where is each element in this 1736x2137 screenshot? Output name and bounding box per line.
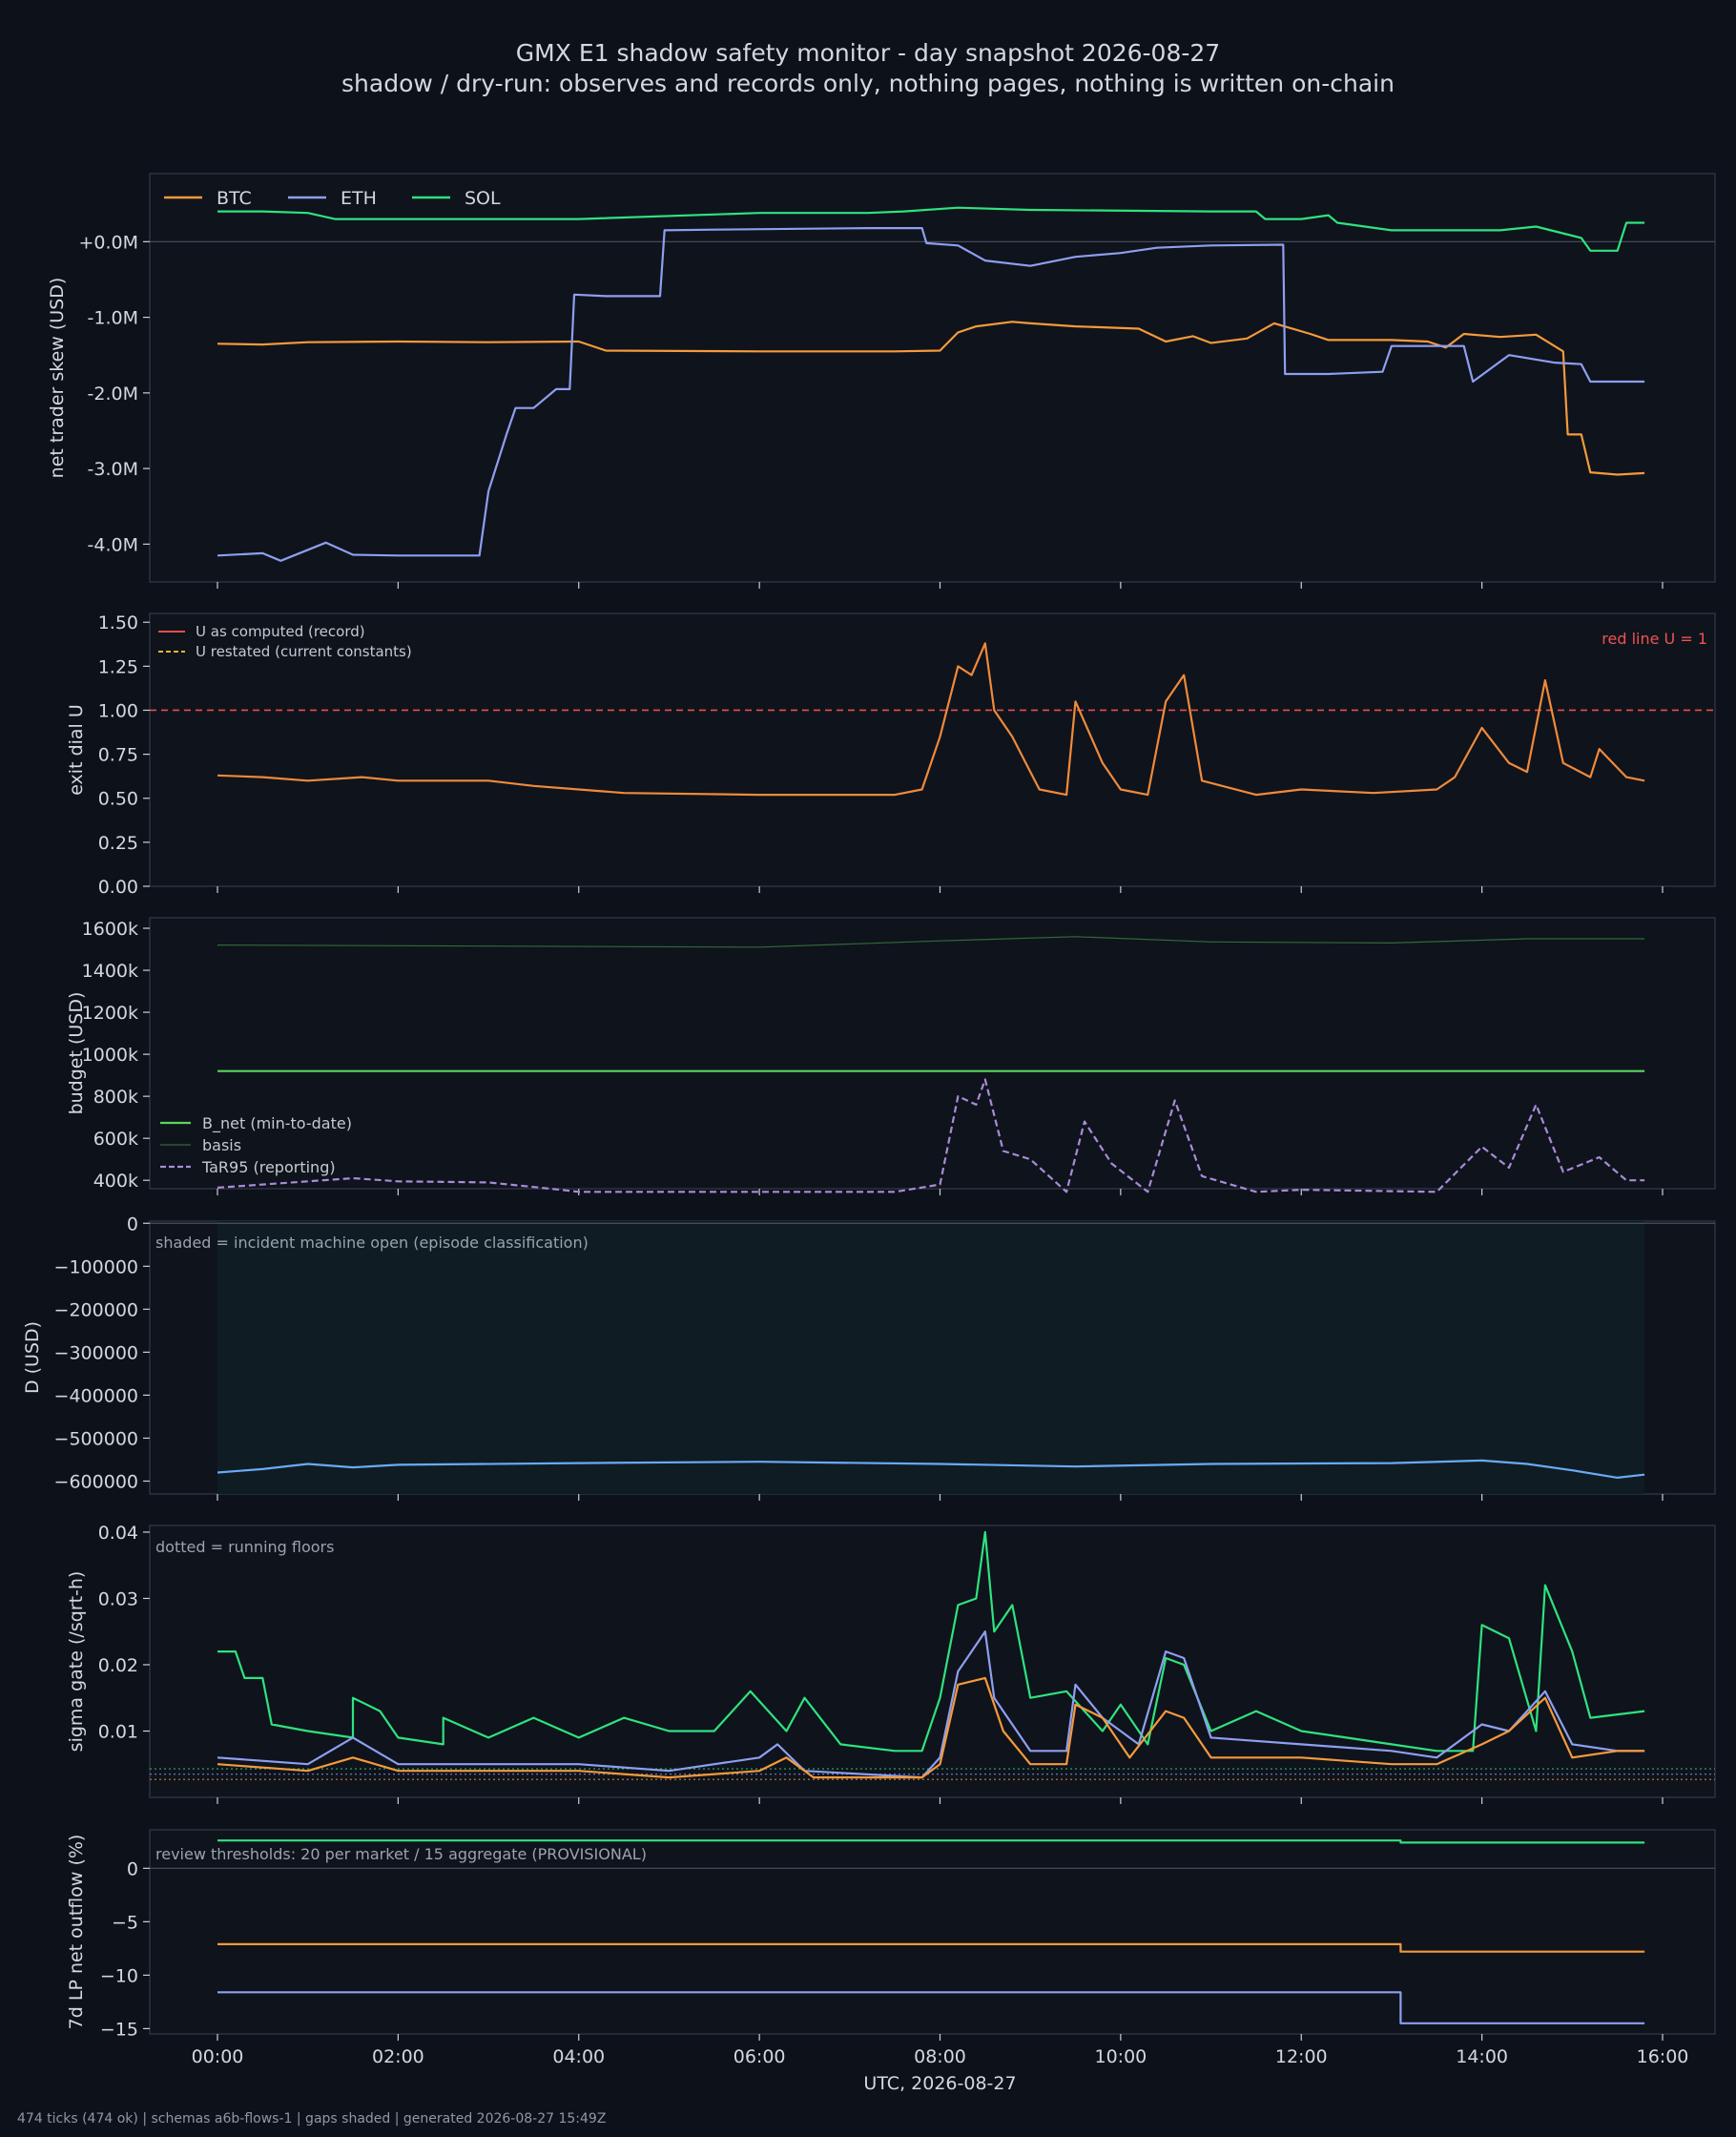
y-axis-label: exit dial U — [66, 704, 87, 796]
status-footer: 474 ticks (474 ok) | schemas a6b-flows-1… — [17, 2111, 607, 2127]
x-tick-label: 16:00 — [1637, 2046, 1689, 2067]
y-axis-label: 7d LP net outflow (%) — [66, 1835, 87, 2030]
y-tick-label: 1.25 — [98, 656, 138, 677]
x-tick-label: 08:00 — [914, 2046, 966, 2067]
panel-frame — [149, 612, 1716, 887]
y-tick-label: 0.04 — [98, 1523, 138, 1544]
panel-note: shaded = incident machine open (episode … — [155, 1234, 589, 1252]
panel-note: review thresholds: 20 per market / 15 ag… — [155, 1845, 647, 1863]
y-tick-label: -3.0M — [88, 459, 138, 480]
x-tick-label: 14:00 — [1456, 2046, 1508, 2067]
panel-sigma_gate: 0.01 0.02 0.03 0.04 sigma gate (/sqrt-h) dott… — [66, 1523, 1716, 1804]
x-tick-label: 10:00 — [1094, 2046, 1147, 2067]
y-tick-label: −400000 — [54, 1385, 138, 1406]
panel-d_usd: 0 −100000 −200000 −300000 −400000 −500000 −600… — [22, 1214, 1716, 1501]
panel-budget: 400k 600k 800k 1000k 1200k 1400k 1600k budget (… — [66, 917, 1716, 1195]
series-line-sol — [217, 1530, 1645, 1753]
panel-frame — [149, 173, 1716, 583]
panel-frame — [149, 1525, 1716, 1798]
x-axis-label: UTC, 2026-08-27 — [863, 2073, 1016, 2094]
chart-subtitle: shadow / dry-run: observes and records o… — [341, 70, 1395, 97]
y-tick-label: −15 — [100, 2019, 138, 2040]
x-tick-label: 06:00 — [734, 2046, 786, 2067]
y-axis-label: D (USD) — [22, 1321, 43, 1394]
series-line-sol — [217, 1839, 1645, 1844]
y-tick-label: -2.0M — [88, 384, 138, 405]
y-axis-label: budget (USD) — [66, 992, 87, 1115]
y-tick-label: 600k — [93, 1129, 138, 1150]
series-line-btc — [217, 1942, 1645, 1953]
y-tick-label: 800k — [93, 1087, 138, 1108]
y-tick-label: 0 — [127, 1214, 138, 1234]
y-tick-label: 0.75 — [98, 745, 138, 766]
y-tick-label: 1000k — [82, 1045, 138, 1066]
panel-skew: +0.0M -1.0M -2.0M -3.0M -4.0M net trader skew… — [47, 173, 1716, 589]
panel-frame — [149, 917, 1716, 1190]
series-line-btc — [217, 321, 1645, 476]
y-tick-label: 0.50 — [98, 789, 138, 810]
legend-label: U restated (current constants) — [196, 643, 412, 660]
legend-label: basis — [202, 1136, 241, 1154]
series-line-eth — [217, 1991, 1645, 2024]
y-tick-label: 0.02 — [98, 1655, 138, 1676]
y-tick-label: -1.0M — [88, 308, 138, 329]
legend-label: ETH — [341, 188, 377, 209]
x-tick-label: 12:00 — [1275, 2046, 1328, 2067]
series-line-eth — [217, 227, 1645, 562]
y-tick-label: +0.0M — [78, 232, 138, 253]
panel-frame — [149, 1829, 1716, 2035]
y-tick-label: −100000 — [54, 1256, 138, 1277]
panel-note: dotted = running floors — [155, 1538, 334, 1556]
y-tick-label: 400k — [93, 1171, 138, 1192]
incident-shade — [217, 1221, 1645, 1494]
series-line-u-as-computed-record- — [217, 642, 1645, 797]
series-line-d — [217, 1459, 1645, 1479]
y-tick-label: 0.00 — [98, 877, 138, 898]
y-tick-label: 0.25 — [98, 833, 138, 854]
y-tick-label: −500000 — [54, 1428, 138, 1449]
panel-lp_outflow: 0 −5 −10 −15 7d LP net outflow (%) review thr… — [66, 1829, 1716, 2094]
y-tick-label: −600000 — [54, 1471, 138, 1492]
series-line-basis — [217, 936, 1645, 948]
series-line-btc — [217, 1676, 1645, 1779]
legend-label: BTC — [217, 188, 252, 209]
series-line-eth — [217, 1630, 1645, 1779]
red-line-label: red line U = 1 — [1602, 630, 1707, 648]
y-tick-label: 0.03 — [98, 1588, 138, 1609]
y-tick-label: −5 — [112, 1912, 138, 1933]
y-tick-label: 1.00 — [98, 700, 138, 721]
legend-label: B_net (min-to-date) — [202, 1114, 352, 1133]
y-tick-label: 0.01 — [98, 1721, 138, 1742]
y-tick-label: 1200k — [82, 1003, 138, 1024]
x-tick-label: 04:00 — [552, 2046, 605, 2067]
y-axis-label: sigma gate (/sqrt-h) — [66, 1571, 87, 1753]
y-tick-label: 1600k — [82, 919, 138, 940]
y-tick-label: 1.50 — [98, 612, 138, 633]
x-tick-label: 00:00 — [192, 2046, 244, 2067]
y-tick-label: −200000 — [54, 1299, 138, 1320]
chart-title-block: GMX E1 shadow safety monitor - day snaps… — [0, 38, 1736, 99]
y-tick-label: 0 — [127, 1858, 138, 1879]
y-axis-label: net trader skew (USD) — [47, 278, 68, 479]
legend-label: U as computed (record) — [196, 623, 365, 640]
legend-label: SOL — [465, 188, 501, 209]
y-tick-label: 1400k — [82, 961, 138, 982]
series-line-sol — [217, 206, 1645, 252]
y-tick-label: −300000 — [54, 1342, 138, 1363]
series-line-tar95-reporting- — [217, 1078, 1645, 1193]
chart-title: GMX E1 shadow safety monitor - day snaps… — [515, 39, 1221, 67]
y-tick-label: −10 — [100, 1965, 138, 1986]
x-tick-label: 02:00 — [372, 2046, 424, 2067]
legend-label: TaR95 (reporting) — [201, 1158, 336, 1176]
panel-exit_dial: 0.00 0.25 0.50 0.75 1.00 1.25 1.50 exit dial U r… — [66, 612, 1716, 898]
y-tick-label: -4.0M — [88, 534, 138, 555]
